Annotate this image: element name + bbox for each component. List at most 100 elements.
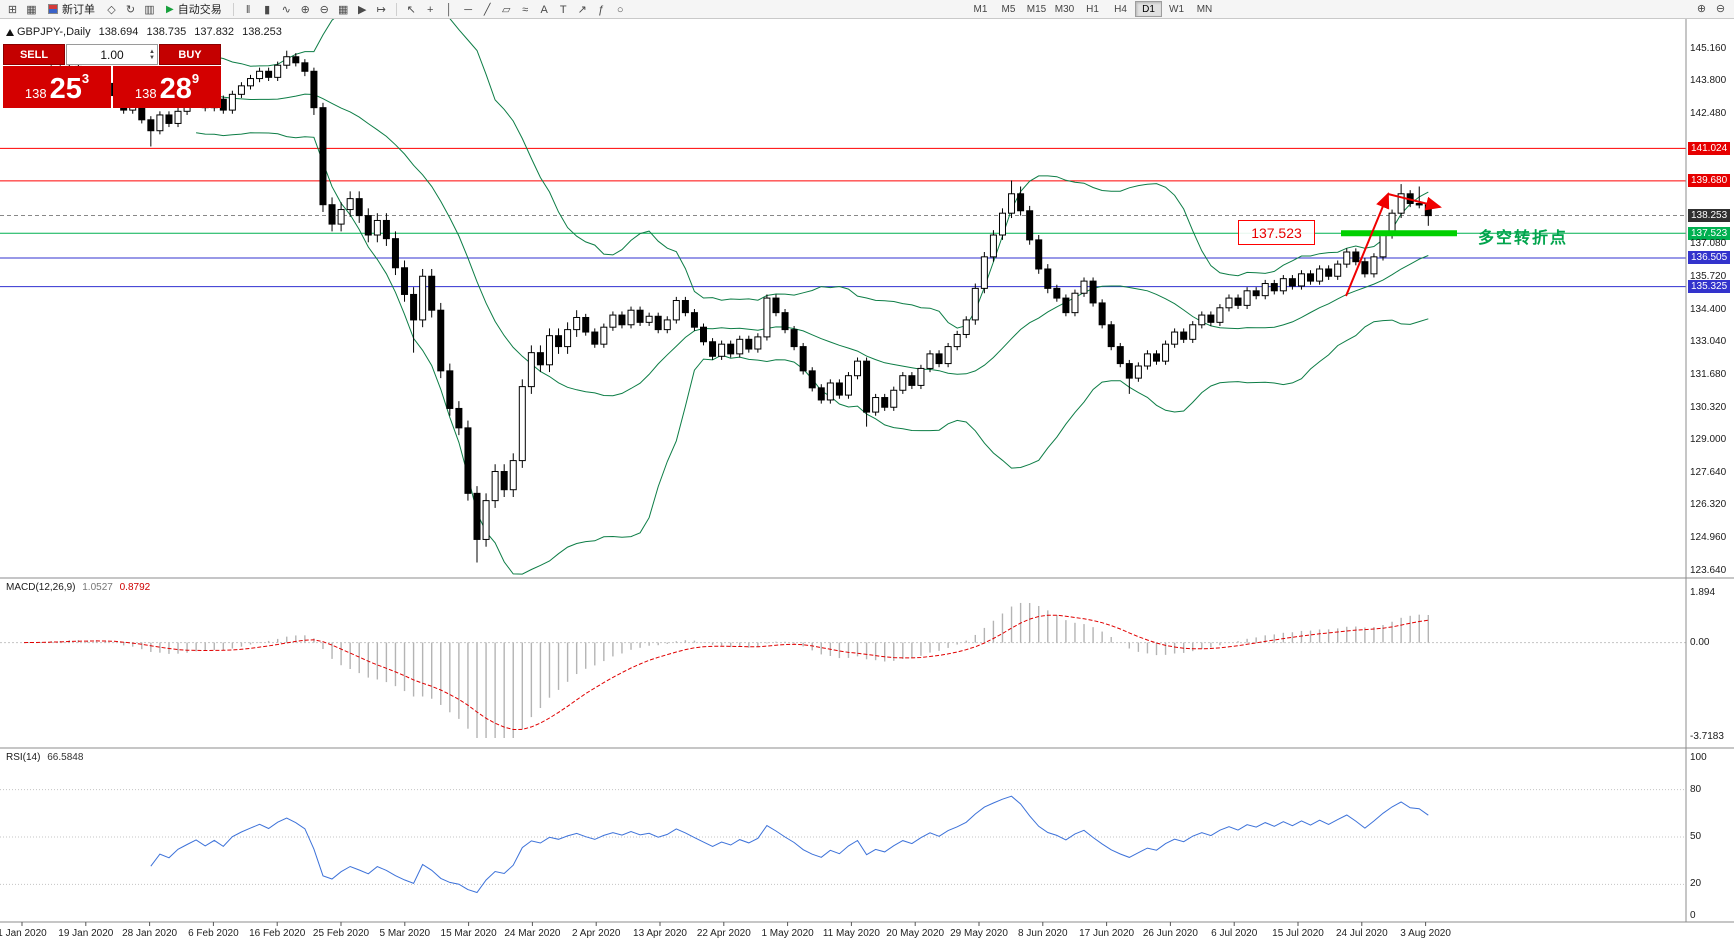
chart-shift-icon[interactable]: ↦ bbox=[376, 4, 386, 16]
price-axis-label: 137.080 bbox=[1690, 238, 1727, 250]
refresh-icon[interactable]: ↻ bbox=[125, 4, 136, 16]
price-axis-label: 139.680 bbox=[1688, 174, 1731, 188]
price-axis-label: 129.000 bbox=[1690, 434, 1727, 446]
timeframe-button-m30[interactable]: M30 bbox=[1054, 3, 1075, 15]
rsi-axis-label: 20 bbox=[1690, 878, 1702, 890]
time-axis-label: 28 Jan 2020 bbox=[122, 928, 178, 939]
toolbar-separator bbox=[232, 2, 234, 16]
rsi-layer bbox=[0, 789, 1686, 894]
time-axis-label: 2 Apr 2020 bbox=[572, 928, 621, 939]
rsi-value: 66.5848 bbox=[47, 752, 84, 763]
macd-layer bbox=[0, 602, 1686, 738]
price-axis-label: 126.320 bbox=[1690, 499, 1727, 511]
fibonacci-icon[interactable]: ≈ bbox=[522, 4, 529, 16]
turning-point-annotation: 多空转折点 bbox=[1478, 230, 1569, 247]
autotrading-play-icon: ▶ bbox=[166, 3, 174, 15]
arrow-tool-icon[interactable]: ↗ bbox=[577, 4, 587, 16]
price-axis-label: 131.680 bbox=[1690, 369, 1727, 381]
vertical-line-icon[interactable]: │ bbox=[445, 4, 453, 16]
timeframe-button-w1[interactable]: W1 bbox=[1169, 3, 1184, 15]
profiles-icon[interactable]: ▦ bbox=[26, 4, 37, 16]
price-axis-label: 135.325 bbox=[1688, 280, 1731, 294]
rsi-axis-label: 80 bbox=[1690, 783, 1702, 795]
price-axis-label: 134.400 bbox=[1690, 303, 1727, 315]
hlines-layer bbox=[0, 147, 1686, 288]
macd-name: MACD(12,26,9) bbox=[6, 582, 76, 593]
sell-price-big: 138 bbox=[24, 86, 47, 101]
macd-indicator-label: MACD(12,26,9) 1.0527 0.8792 bbox=[6, 582, 150, 593]
new-order-button[interactable]: 新订单 bbox=[42, 1, 101, 17]
rsi-axis-label: 0 bbox=[1690, 910, 1696, 921]
timeframe-button-m15[interactable]: M15 bbox=[1026, 3, 1047, 15]
timeframe-button-h4[interactable]: H4 bbox=[1114, 3, 1127, 15]
horizontal-line-icon[interactable]: ─ bbox=[464, 4, 473, 16]
crosshair-icon[interactable]: + bbox=[426, 4, 434, 16]
volume-stepper[interactable]: 1.00 ▲ ▼ bbox=[66, 44, 158, 65]
new-chart-icon[interactable]: ⊞ bbox=[7, 4, 18, 16]
buy-price-button[interactable]: 138 28 9 bbox=[113, 66, 221, 108]
candlestick-chart-icon[interactable]: ▮ bbox=[264, 4, 271, 16]
cursor-icon[interactable]: ↖ bbox=[406, 4, 416, 16]
price-axis-label: 127.640 bbox=[1690, 467, 1727, 479]
shapes-icon[interactable]: ○ bbox=[616, 4, 624, 16]
autotrading-button[interactable]: ▶ 自动交易 bbox=[160, 1, 228, 17]
sell-button[interactable]: SELL bbox=[3, 44, 65, 65]
one-click-trading-panel: SELL 1.00 ▲ ▼ BUY 138 25 3 138 28 9 bbox=[3, 44, 221, 108]
rsi-indicator-label: RSI(14) 66.5848 bbox=[6, 752, 83, 763]
time-axis-label: 17 Jun 2020 bbox=[1079, 928, 1135, 939]
timeframe-button-m1[interactable]: M1 bbox=[973, 3, 988, 15]
price-axis-label: 130.320 bbox=[1690, 402, 1727, 414]
timeframe-button-m5[interactable]: M5 bbox=[1001, 3, 1016, 15]
trend-arrow-right bbox=[1387, 193, 1442, 211]
ohlc-open: 138.694 bbox=[98, 26, 139, 38]
magnifier-plus-icon[interactable]: ⊕ bbox=[1696, 3, 1707, 15]
chart-ohlc-header: GBPJPY-,Daily 138.694 138.735 137.832 13… bbox=[17, 26, 287, 38]
timeframe-button-mn[interactable]: MN bbox=[1196, 3, 1213, 15]
time-axis-label: 22 Apr 2020 bbox=[696, 928, 751, 939]
panel-separators bbox=[0, 19, 1734, 923]
zoom-in-icon[interactable]: ⊕ bbox=[300, 4, 310, 16]
rsi-axis-label: 50 bbox=[1690, 831, 1702, 842]
time-axis-label: 6 Jul 2020 bbox=[1211, 928, 1258, 939]
text-icon[interactable]: A bbox=[540, 4, 548, 16]
zoom-out-icon[interactable]: ⊖ bbox=[319, 4, 329, 16]
time-axis-label: 1 May 2020 bbox=[761, 928, 814, 939]
time-axis-label: 25 Feb 2020 bbox=[312, 928, 370, 939]
price-axis-label: 138.253 bbox=[1688, 209, 1731, 223]
rsi-name: RSI(14) bbox=[6, 752, 41, 763]
market-watch-icon[interactable]: ▥ bbox=[144, 4, 155, 16]
metaeditor-icon[interactable]: ◇ bbox=[107, 4, 116, 16]
channel-icon[interactable]: ▱ bbox=[501, 4, 511, 16]
level-price-label: 137.523 bbox=[1238, 220, 1315, 245]
buy-button[interactable]: BUY bbox=[159, 44, 221, 65]
toolbar-right-icons: ⊕ ⊖ bbox=[1692, 1, 1730, 17]
toolbar-separator bbox=[395, 2, 397, 16]
price-axis-label: 133.040 bbox=[1690, 336, 1727, 348]
macd-axis-label: 1.894 bbox=[1690, 587, 1716, 598]
price-axis-label: 123.640 bbox=[1690, 564, 1727, 576]
sell-price-button[interactable]: 138 25 3 bbox=[3, 66, 111, 108]
indicators-icon[interactable]: ƒ bbox=[598, 4, 605, 16]
buy-price-point: 9 bbox=[191, 71, 200, 86]
bar-chart-icon[interactable]: ‖ bbox=[245, 4, 251, 16]
buy-price-pips: 28 bbox=[159, 73, 192, 105]
time-axis-label: 24 Jul 2020 bbox=[1335, 928, 1388, 939]
macd-main-value: 1.0527 bbox=[82, 582, 113, 593]
time-axis-label: 11 May 2020 bbox=[822, 928, 880, 939]
tile-windows-icon[interactable]: ▦ bbox=[338, 4, 349, 16]
new-order-icon bbox=[48, 4, 58, 14]
line-chart-icon[interactable]: ∿ bbox=[281, 4, 291, 16]
label-icon[interactable]: T bbox=[559, 4, 567, 16]
time-axis-label: 19 Jan 2020 bbox=[58, 928, 114, 939]
ohlc-low: 137.832 bbox=[194, 26, 235, 38]
magnifier-minus-icon[interactable]: ⊖ bbox=[1715, 3, 1726, 15]
volume-spin-arrows-icon[interactable]: ▲ ▼ bbox=[149, 48, 155, 61]
macd-signal-value: 0.8792 bbox=[119, 582, 151, 593]
timeframe-button-d1[interactable]: D1 bbox=[1135, 1, 1162, 17]
symbol-name: GBPJPY-,Daily bbox=[17, 26, 91, 38]
timeframe-button-h1[interactable]: H1 bbox=[1086, 3, 1099, 15]
trendline-icon[interactable]: ╱ bbox=[483, 4, 491, 16]
time-axis-label: 16 Feb 2020 bbox=[249, 928, 306, 939]
auto-scroll-icon[interactable]: ▶ bbox=[357, 4, 367, 16]
